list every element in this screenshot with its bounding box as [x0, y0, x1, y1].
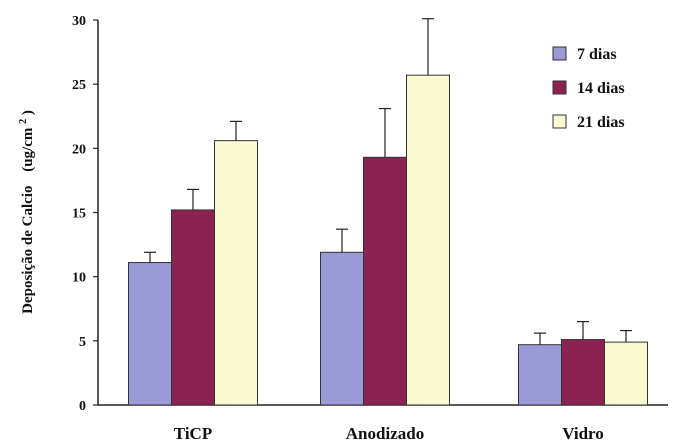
y-ticks: 0 5 10 15 20 25 30 — [72, 14, 98, 414]
y-axis-label-sup: 2 — [18, 119, 29, 124]
legend-label: 14 dias — [577, 80, 625, 97]
bar — [320, 251, 364, 406]
y-tick-label: 15 — [72, 207, 86, 222]
bar — [406, 74, 450, 406]
y-tick-label: 5 — [79, 335, 86, 350]
y-tick-label: 0 — [79, 399, 86, 414]
bar — [171, 209, 215, 406]
y-tick-label: 30 — [72, 14, 86, 29]
error-bars — [144, 18, 632, 345]
legend-swatch — [552, 46, 567, 61]
y-tick-label: 20 — [72, 142, 86, 157]
y-tick-label: 10 — [72, 271, 86, 286]
x-category-label: Anodizado — [346, 424, 424, 443]
bars — [128, 74, 648, 406]
legend-label: 7 dias — [577, 46, 617, 63]
y-axis-label-close: ) — [20, 110, 36, 115]
bar — [363, 156, 407, 406]
bar — [561, 339, 605, 406]
bar — [128, 262, 172, 406]
y-axis-label-main: Deposição de Calcio — [20, 186, 36, 314]
legend-swatch — [552, 80, 567, 95]
x-category-label: Vidro — [562, 424, 604, 443]
y-tick-label: 25 — [72, 78, 86, 93]
legend: 7 dias 14 dias 21 dias — [552, 46, 625, 131]
x-category-label: TiCP — [174, 424, 212, 443]
bar — [518, 344, 562, 406]
y-axis-label-unit: (ug/cm — [20, 127, 36, 172]
legend-label: 21 dias — [577, 114, 625, 131]
legend-swatch — [552, 114, 567, 129]
bar — [214, 140, 258, 406]
bar — [604, 341, 648, 406]
x-categories: TiCP Anodizado Vidro — [174, 424, 604, 443]
y-axis-label: Deposição de Calcio (ug/cm 2 ) — [14, 110, 36, 314]
